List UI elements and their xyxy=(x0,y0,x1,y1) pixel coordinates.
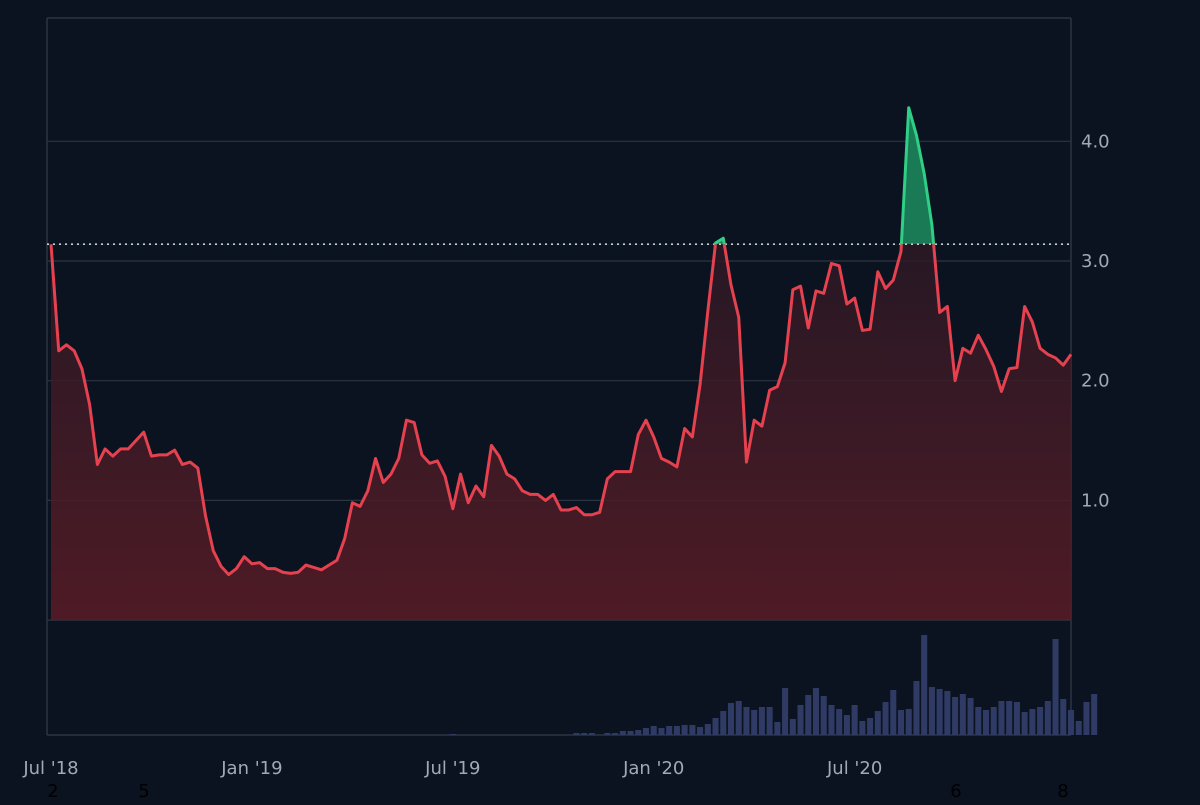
price-line-below xyxy=(49,244,1073,577)
volume-bar xyxy=(797,705,804,735)
volume-bar xyxy=(681,725,688,735)
area-fill xyxy=(51,107,1071,621)
volume-bar xyxy=(843,715,850,735)
x-axis-ticks: Jul '18 Jan '19 Jul '19 Jan '20 Jul '20 xyxy=(22,758,882,779)
x-tick-label: Jan '20 xyxy=(622,758,684,779)
volume-bar xyxy=(812,688,820,735)
volume-bars xyxy=(449,635,1098,735)
volume-bar xyxy=(982,710,990,735)
volume-bar xyxy=(658,728,665,735)
volume-bar xyxy=(642,728,650,735)
volume-bar xyxy=(673,726,680,735)
volume-bar xyxy=(851,705,858,735)
volume-bar xyxy=(874,711,881,735)
volume-bar xyxy=(998,701,1005,735)
volume-bar xyxy=(1013,702,1020,735)
volume-bar xyxy=(774,722,781,735)
volume-bar xyxy=(944,691,951,735)
volume-bar xyxy=(581,733,588,735)
volume-bar xyxy=(897,710,905,735)
footer-number: 5 xyxy=(138,781,149,800)
volume-bar xyxy=(689,725,696,735)
volume-bar xyxy=(1067,710,1075,735)
volume-bar xyxy=(859,721,866,735)
y-tick-label: 4.0 xyxy=(1081,131,1110,152)
volume-bar xyxy=(1075,721,1082,735)
volume-bar xyxy=(449,734,456,735)
volume-bar xyxy=(805,695,812,735)
footer-number: 6 xyxy=(950,781,961,800)
volume-bar xyxy=(735,701,742,735)
volume-bar xyxy=(828,705,835,735)
x-tick-label: Jan '19 xyxy=(220,758,282,779)
x-tick-label: Jul '20 xyxy=(826,758,882,779)
volume-bar xyxy=(635,730,642,735)
volume-bar xyxy=(890,690,897,735)
volume-bar xyxy=(936,689,943,735)
series-lines xyxy=(49,106,1073,577)
volume-bar xyxy=(1029,709,1036,735)
volume-bar xyxy=(1037,707,1044,735)
volume-bar xyxy=(573,733,580,735)
volume-bar xyxy=(913,681,920,735)
volume-bar xyxy=(820,696,827,735)
volume-bar xyxy=(766,707,773,735)
volume-bar xyxy=(712,718,719,735)
volume-bar xyxy=(666,726,673,735)
volume-bar xyxy=(1044,701,1051,735)
volume-bar xyxy=(751,710,758,735)
volume-bar xyxy=(1091,694,1098,735)
y-axis-ticks: 1.0 2.0 3.0 4.0 xyxy=(1081,131,1110,511)
volume-bar xyxy=(720,711,727,735)
volume-bar xyxy=(867,718,874,735)
volume-bar xyxy=(1006,701,1013,735)
volume-bar xyxy=(905,709,912,735)
volume-bar xyxy=(588,733,595,735)
volume-bar xyxy=(921,635,928,735)
volume-bar xyxy=(1052,639,1059,735)
footer-numbers: 2 5 6 8 xyxy=(47,781,1068,802)
volume-bar xyxy=(627,731,634,735)
volume-bar xyxy=(612,733,619,735)
volume-bar xyxy=(928,687,935,735)
footer-number: 2 xyxy=(47,781,58,800)
footer-number: 8 xyxy=(1057,781,1068,800)
volume-bar xyxy=(959,694,966,735)
volume-bar xyxy=(619,731,626,735)
area-below-reference xyxy=(51,244,1071,621)
volume-bar xyxy=(789,719,796,735)
volume-bar xyxy=(758,707,765,735)
volume-bar xyxy=(704,724,711,735)
volume-bar xyxy=(697,727,704,735)
volume-bar xyxy=(990,707,997,735)
volume-bar xyxy=(1021,712,1028,735)
volume-bar xyxy=(743,707,750,735)
volume-bar xyxy=(1083,702,1090,735)
x-tick-label: Jul '18 xyxy=(22,758,78,779)
volume-bar xyxy=(882,702,889,735)
volume-bar xyxy=(727,703,735,735)
y-tick-label: 2.0 xyxy=(1081,371,1110,392)
x-tick-label: Jul '19 xyxy=(424,758,480,779)
volume-bar xyxy=(967,698,974,735)
volume-bar xyxy=(952,697,959,735)
volume-bar xyxy=(782,688,789,735)
volume-bar xyxy=(836,709,843,735)
volume-bar xyxy=(650,726,657,735)
volume-bar xyxy=(975,707,982,735)
y-tick-label: 1.0 xyxy=(1081,490,1110,511)
y-tick-label: 3.0 xyxy=(1081,251,1110,272)
volume-bar xyxy=(604,733,611,735)
volume-bar xyxy=(1060,699,1067,735)
